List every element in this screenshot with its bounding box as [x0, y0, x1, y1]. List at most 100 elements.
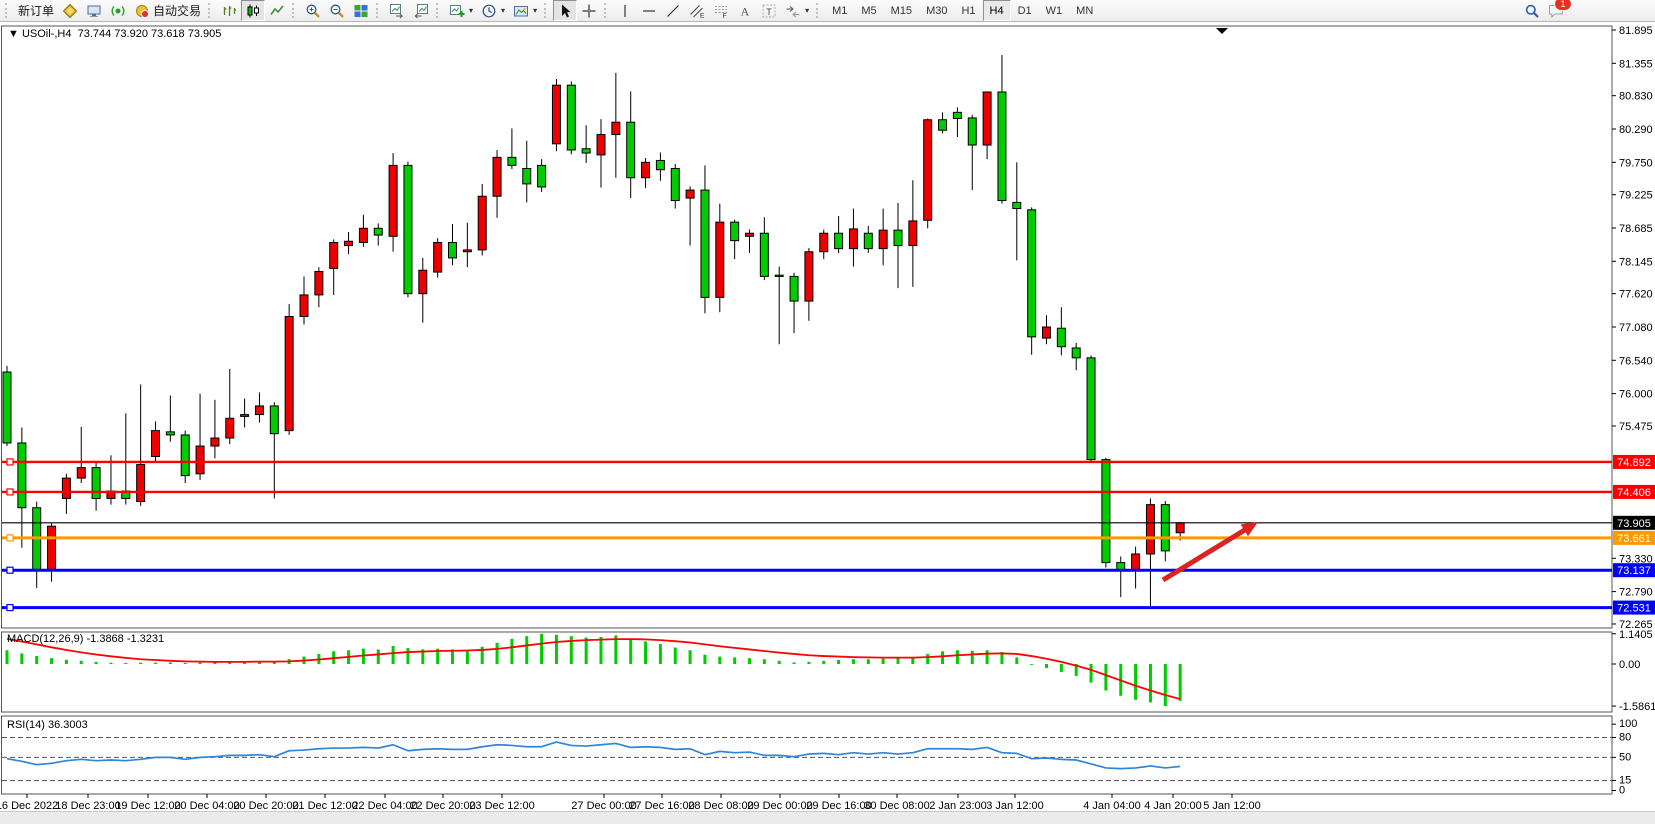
trend-arrow-head[interactable]: [1240, 522, 1258, 537]
candle-body: [1056, 327, 1066, 348]
candle-body: [254, 405, 264, 416]
candle-body: [210, 437, 220, 447]
macd-histogram-bar: [124, 662, 128, 664]
line-anchor-handle[interactable]: [6, 534, 14, 542]
macd-histogram-bar: [139, 662, 143, 664]
macd-histogram-bar: [733, 657, 737, 664]
line-anchor-handle[interactable]: [6, 488, 14, 496]
timeframe-button-h4[interactable]: H4: [982, 0, 1011, 21]
fibonacci-tool-button[interactable]: F: [709, 0, 733, 21]
shift-chart-button[interactable]: [409, 0, 433, 21]
period-selector-button[interactable]: ▾: [477, 0, 509, 21]
zoom-out-button[interactable]: [325, 0, 349, 21]
trend-arrow-annotation[interactable]: [1161, 525, 1250, 583]
toolbar-grip: [376, 3, 381, 18]
chat-button[interactable]: 1: [1544, 0, 1572, 21]
chevron-down-icon[interactable]: ▾: [469, 6, 474, 15]
macd-histogram-bar: [970, 650, 974, 664]
trendline-tool-button[interactable]: [661, 0, 685, 21]
search-button[interactable]: [1520, 0, 1544, 21]
macd-histogram-bar: [79, 660, 83, 664]
macd-histogram-bar: [243, 661, 247, 664]
candles-icon: [247, 4, 260, 17]
svg-text:E: E: [700, 12, 705, 19]
svg-text:T: T: [766, 6, 772, 16]
macd-histogram-bar: [525, 636, 529, 664]
line-chart-mode-button[interactable]: [265, 0, 289, 21]
timeframe-button-m1[interactable]: M1: [832, 4, 848, 17]
timeframe-button-d1[interactable]: D1: [1017, 4, 1032, 17]
time-axis-label: 27 Dec 16:00: [629, 800, 694, 812]
text-label-tool-button[interactable]: T: [757, 0, 781, 21]
time-axis-label: 29 Dec 16:00: [806, 800, 871, 812]
macd-histogram-bar: [1000, 652, 1004, 664]
price-badge: [1613, 484, 1655, 499]
clock-icon: [482, 4, 496, 17]
macd-histogram-bar: [718, 656, 722, 664]
price-badge-label: 73.661: [1617, 533, 1651, 545]
channel-tool-button[interactable]: E: [685, 0, 709, 21]
candle-body: [967, 117, 977, 146]
line-anchor-handle[interactable]: [6, 458, 14, 466]
timeframe-button-w1[interactable]: W1: [1045, 4, 1063, 17]
zoomin-icon: [306, 4, 320, 18]
candlestick-mode-button[interactable]: [241, 0, 266, 21]
candle-body: [759, 232, 769, 277]
candle-body: [61, 477, 71, 499]
candle-body: [1071, 347, 1081, 359]
candle-body: [982, 91, 992, 146]
candle-body: [1175, 522, 1185, 534]
shapes-tool-button[interactable]: ▾: [781, 0, 813, 21]
macd-histogram-bar: [658, 644, 662, 664]
chart-template-button[interactable]: ▾: [509, 0, 541, 21]
scroll-to-end-marker[interactable]: [1216, 28, 1228, 34]
candle-body: [180, 434, 190, 477]
candle-body: [1160, 504, 1170, 552]
market-terminal-icon-button[interactable]: [82, 0, 106, 21]
diamond-icon: [62, 3, 78, 18]
macd-histogram-bar: [1015, 657, 1019, 664]
timeframe-button-h1[interactable]: H1: [961, 4, 976, 17]
chevron-down-icon[interactable]: ▾: [533, 6, 538, 15]
macd-histogram-bar: [955, 650, 959, 664]
timeframe-button-m15[interactable]: M15: [890, 4, 913, 17]
text-tool-button[interactable]: A: [733, 0, 757, 21]
toolbar-grip: [544, 3, 549, 18]
time-axis-label: 16 Dec 2022: [0, 800, 58, 812]
signals-icon-button[interactable]: [106, 0, 130, 21]
macd-histogram-bar: [50, 658, 54, 664]
horizontal-line-tool-button[interactable]: [637, 0, 661, 21]
chevron-down-icon[interactable]: ▾: [501, 6, 506, 15]
candle-body: [834, 232, 844, 250]
time-axis-label: 20 Dec 20:00: [233, 800, 298, 812]
vertical-line-tool-button[interactable]: [613, 0, 637, 21]
macd-axis-label: -1.5861: [1619, 701, 1655, 713]
cursor-tool-button[interactable]: [553, 0, 578, 21]
tile-windows-button[interactable]: [349, 0, 373, 21]
candle-body: [581, 148, 591, 154]
line-anchor-handle[interactable]: [6, 566, 14, 574]
timeframe-button-m5[interactable]: M5: [861, 4, 877, 17]
timeframe-button-m30[interactable]: M30: [926, 4, 948, 17]
candle-body: [774, 274, 784, 277]
macd-histogram-bar: [1030, 664, 1034, 665]
time-axis-label: 30 Dec 08:00: [864, 800, 929, 812]
toolbar-grip: [292, 3, 297, 18]
zoom-in-button[interactable]: [301, 0, 325, 21]
macd-histogram-bar: [569, 636, 573, 664]
auto-scroll-chart-button[interactable]: [385, 0, 409, 21]
candle-body: [997, 91, 1007, 202]
autotrading-button[interactable]: 自动交易: [130, 0, 205, 21]
add-indicator-button[interactable]: ▾: [445, 0, 477, 21]
chevron-down-icon[interactable]: ▾: [805, 6, 810, 15]
price-axis-label: 76.000: [1619, 389, 1653, 401]
new-order-button[interactable]: 新订单: [14, 0, 58, 21]
bar-chart-mode-button[interactable]: [217, 0, 241, 21]
macd-histogram-bar: [1134, 664, 1138, 700]
candle-body: [952, 111, 962, 120]
metaquotes-diamond-icon-button[interactable]: [58, 0, 82, 21]
line-anchor-handle[interactable]: [6, 603, 14, 612]
crosshair-tool-button[interactable]: [577, 0, 601, 21]
timeframe-button-mn[interactable]: MN: [1076, 4, 1094, 17]
price-axis-label: 79.225: [1619, 190, 1653, 202]
